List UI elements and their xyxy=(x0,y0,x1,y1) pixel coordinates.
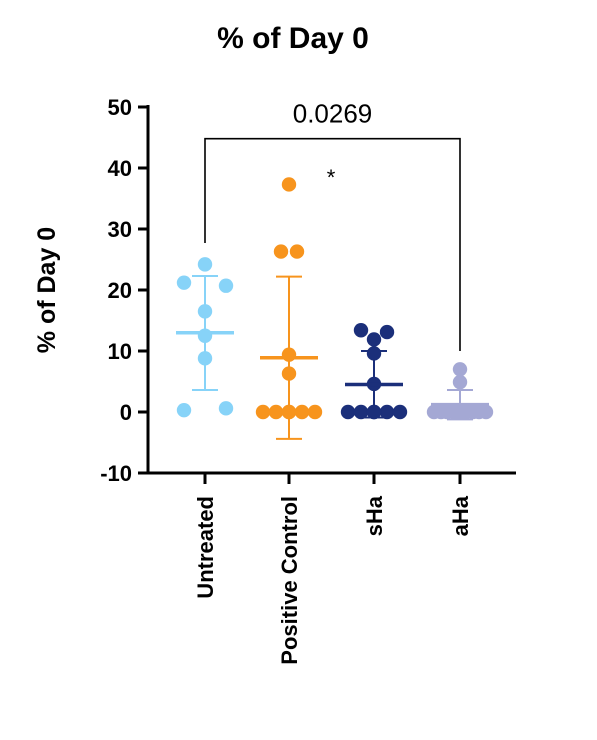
data-point xyxy=(433,404,449,420)
data-point xyxy=(197,257,213,272)
data-point xyxy=(197,328,213,343)
significance-star: * xyxy=(327,165,336,190)
data-point xyxy=(268,404,284,420)
data-point xyxy=(197,304,213,319)
x-axis-ticks: Untreated Positive Control sHa aHa xyxy=(193,473,473,665)
data-point xyxy=(366,332,382,347)
x-tick-label-untreated: Untreated xyxy=(193,496,218,599)
data-point xyxy=(379,404,395,420)
data-groups xyxy=(176,177,494,440)
data-point xyxy=(197,351,213,366)
significance-bracket: 0.0269 * xyxy=(204,99,461,351)
data-point xyxy=(289,244,305,259)
y-tick-label: -10 xyxy=(100,461,132,486)
data-point xyxy=(379,324,395,340)
data-point xyxy=(273,244,289,259)
data-point xyxy=(366,404,382,420)
group-untreated xyxy=(176,257,234,418)
y-tick-label: 0 xyxy=(120,400,132,425)
p-value-label: 0.0269 xyxy=(293,99,373,129)
data-point xyxy=(255,404,271,420)
data-point xyxy=(281,347,297,362)
data-point xyxy=(353,404,369,420)
data-point xyxy=(452,362,468,377)
data-point xyxy=(218,401,234,416)
group-sha xyxy=(340,323,408,420)
y-tick-label: 50 xyxy=(108,95,132,120)
data-point xyxy=(176,275,192,290)
group-aha xyxy=(426,362,494,421)
y-axis-ticks: -10 0 10 20 30 40 50 xyxy=(100,95,148,486)
data-point xyxy=(281,177,297,192)
x-tick-label-positive-control: Positive Control xyxy=(277,496,302,665)
data-point xyxy=(294,404,310,420)
data-point xyxy=(366,346,382,361)
data-point xyxy=(458,404,474,420)
data-point xyxy=(353,323,369,338)
data-point xyxy=(218,278,234,293)
y-tick-label: 30 xyxy=(108,217,132,242)
data-point xyxy=(176,402,192,418)
data-point xyxy=(471,404,487,420)
y-tick-label: 40 xyxy=(108,156,132,181)
bracket-line xyxy=(204,137,461,351)
data-point xyxy=(307,404,323,420)
data-point xyxy=(452,374,468,390)
data-point xyxy=(340,404,356,420)
group-positive-control xyxy=(255,177,323,440)
data-point xyxy=(392,404,408,420)
chart-title: % of Day 0 xyxy=(217,22,369,55)
data-point xyxy=(281,404,297,420)
y-tick-label: 10 xyxy=(108,339,132,364)
y-tick-label: 20 xyxy=(108,278,132,303)
y-axis-label: % of Day 0 xyxy=(33,227,61,353)
data-point xyxy=(446,404,462,420)
x-tick-label-sha: sHa xyxy=(362,495,387,536)
x-tick-label-aha: aHa xyxy=(448,495,473,536)
data-point xyxy=(281,366,297,381)
